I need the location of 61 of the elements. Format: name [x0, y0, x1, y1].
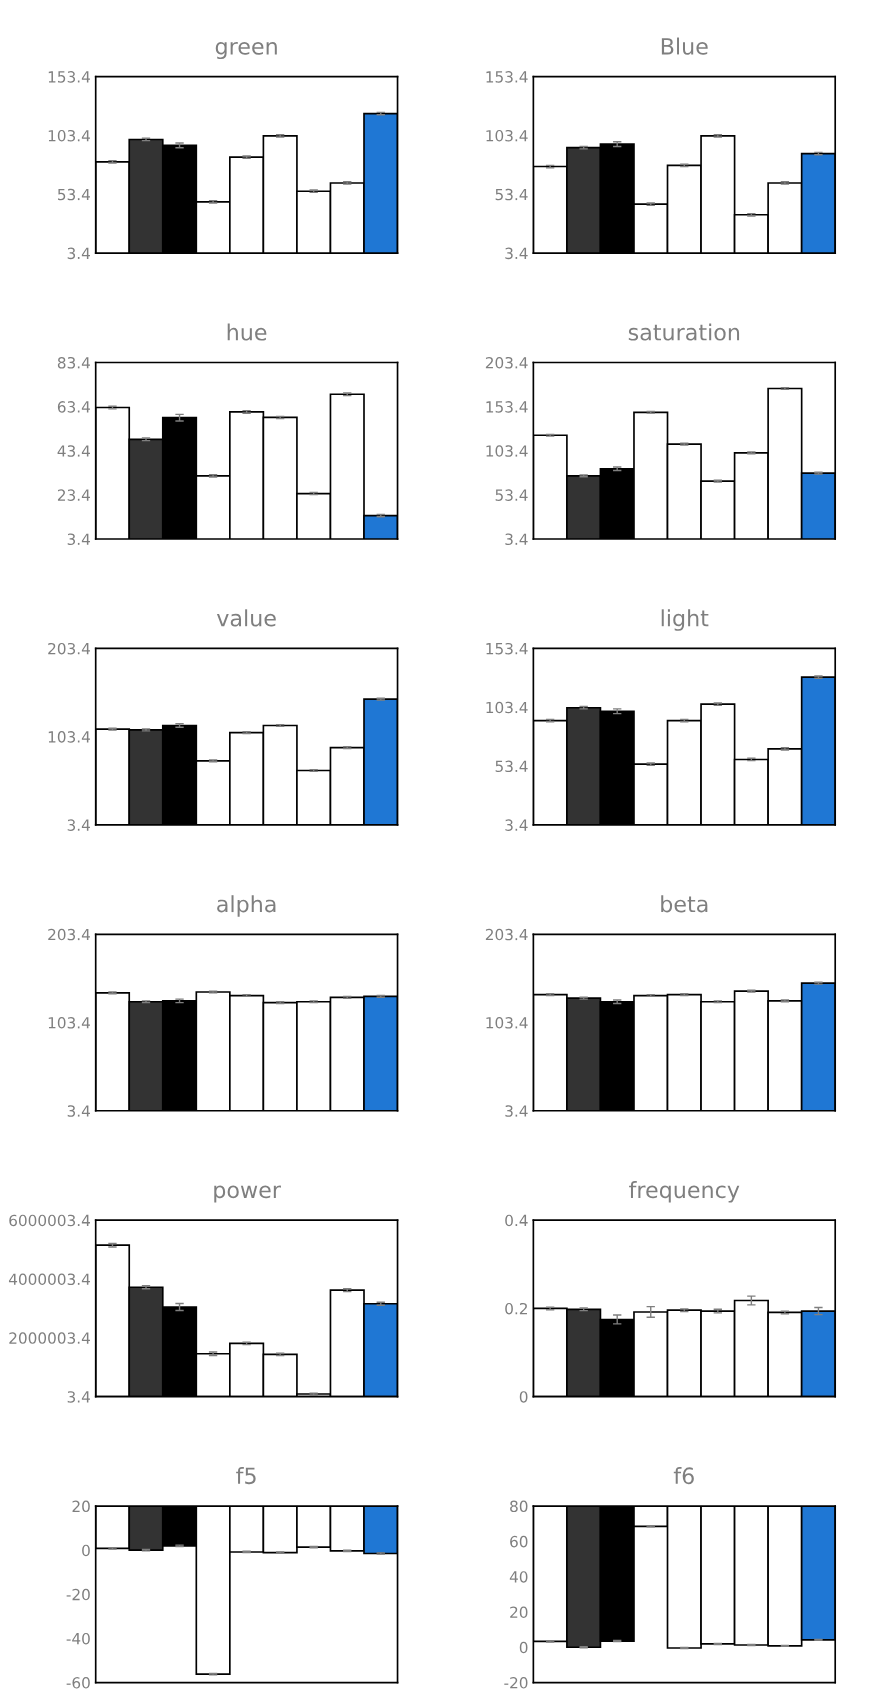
y-tick-label: 53.4 [58, 188, 90, 201]
chart-title: saturation [628, 323, 740, 341]
chart-title: light [661, 609, 709, 631]
y-tick-label: -60 [66, 1677, 90, 1689]
y-tick-label: 43.4 [57, 445, 90, 457]
y-tick-label: 3.4 [67, 533, 90, 546]
y-tick-label: 203.4 [485, 356, 528, 369]
chart-title: Blue [661, 37, 708, 55]
y-tick-label: 23.4 [57, 489, 90, 501]
y-tick-label: 153.4 [486, 71, 528, 83]
y-tick-label: 0 [519, 1641, 528, 1654]
y-tick-label: 103.4 [486, 445, 528, 457]
y-tick-label: 40 [509, 1571, 528, 1583]
y-tick-label: 103.4 [486, 129, 528, 142]
y-tick-label: 153.4 [48, 71, 90, 83]
y-tick-label: 2000003.4 [9, 1332, 90, 1344]
y-tick-label: 63.4 [57, 401, 90, 413]
y-tick-label: 153.4 [486, 401, 528, 413]
y-tick-label: 0.2 [505, 1302, 527, 1315]
y-tick-label: 203.4 [48, 928, 90, 941]
chart-title: value [216, 609, 276, 627]
y-tick-label: 3.4 [505, 819, 528, 831]
y-tick-label: 53.4 [495, 188, 528, 201]
chart-title: power [214, 1185, 281, 1203]
chart-title: f6 [673, 1466, 694, 1485]
y-tick-label: 3.4 [67, 1105, 90, 1117]
y-tick-label: 0.4 [505, 1214, 528, 1227]
y-tick-label: 103.4 [486, 701, 528, 714]
y-tick-label: 203.4 [48, 642, 90, 655]
y-tick-label: 153.4 [486, 642, 528, 655]
y-tick-label: 20 [510, 1606, 528, 1618]
chart-title: hue [227, 323, 267, 341]
chart-title: green [215, 41, 277, 60]
y-tick-label: -20 [66, 1588, 90, 1601]
y-tick-label: 103.4 [48, 1017, 90, 1029]
chart-title: beta [661, 895, 708, 913]
y-tick-label: 103.4 [486, 1017, 528, 1029]
y-tick-label: 53.4 [495, 489, 528, 501]
y-tick-label: 0 [82, 1544, 90, 1557]
chart-title: alpha [217, 895, 276, 917]
y-tick-label: 83.4 [57, 356, 90, 369]
y-tick-label: 3.4 [505, 1105, 528, 1117]
y-tick-label: 3.4 [67, 819, 90, 831]
y-tick-label: -40 [66, 1632, 90, 1645]
chart-title: frequency [629, 1181, 740, 1203]
y-tick-label: 203.4 [485, 928, 528, 941]
y-tick-label: 60 [510, 1535, 528, 1548]
y-tick-label: 103.4 [48, 129, 90, 142]
y-tick-label: 3.4 [505, 247, 528, 260]
y-tick-label: 80 [510, 1500, 528, 1513]
y-tick-label: 3.4 [67, 247, 90, 260]
y-tick-label: 20 [72, 1500, 90, 1513]
y-tick-label: 0 [519, 1391, 528, 1403]
y-tick-label: 3.4 [67, 1391, 90, 1403]
y-tick-label: -20 [504, 1677, 528, 1689]
y-tick-label: 3.4 [505, 533, 528, 546]
chart-title: f5 [236, 1466, 256, 1485]
y-tick-label: 53.4 [495, 760, 528, 773]
y-tick-label: 4000003.4 [8, 1273, 90, 1286]
y-tick-label: 6000003.4 [9, 1214, 90, 1227]
y-tick-label: 103.4 [48, 731, 90, 743]
